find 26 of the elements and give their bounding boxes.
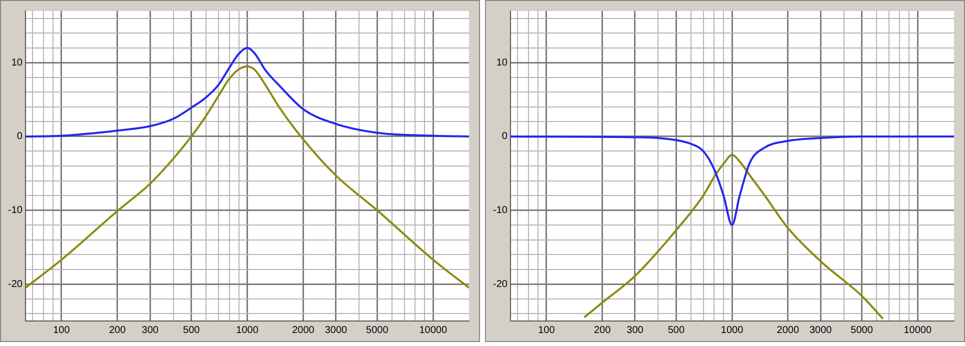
x-tick-label: 5000 xyxy=(850,324,874,336)
y-tick-label: 10 xyxy=(11,57,23,68)
x-tick-label: 200 xyxy=(594,324,612,336)
x-tick-label: 5000 xyxy=(366,324,389,336)
x-tick-label: 100 xyxy=(538,324,556,336)
y-tick-label: 10 xyxy=(496,57,508,68)
x-tick-label: 2000 xyxy=(292,324,315,336)
x-tick-label: 1000 xyxy=(236,324,259,336)
x-tick-label: 1000 xyxy=(720,324,744,336)
x-tick-label: 10000 xyxy=(419,324,448,336)
x-tick-label: 3000 xyxy=(324,324,348,336)
x-tick-label: 200 xyxy=(109,324,126,336)
y-tick-label: 0 xyxy=(16,131,23,142)
y-tick-label: -10 xyxy=(493,205,508,216)
x-tick-label: 500 xyxy=(183,324,200,336)
y-tick-label: -20 xyxy=(493,278,508,290)
y-tick-label: -10 xyxy=(8,205,23,216)
y-tick-label: -20 xyxy=(8,278,23,290)
x-tick-label: 300 xyxy=(142,324,159,336)
x-tick-label: 3000 xyxy=(809,324,832,336)
x-tick-label: 10000 xyxy=(904,324,932,336)
x-tick-label: 2000 xyxy=(776,324,800,336)
x-tick-label: 100 xyxy=(53,324,70,336)
y-tick-label: 0 xyxy=(502,131,508,142)
x-tick-label: 300 xyxy=(626,324,644,336)
x-tick-label: 500 xyxy=(668,324,685,336)
